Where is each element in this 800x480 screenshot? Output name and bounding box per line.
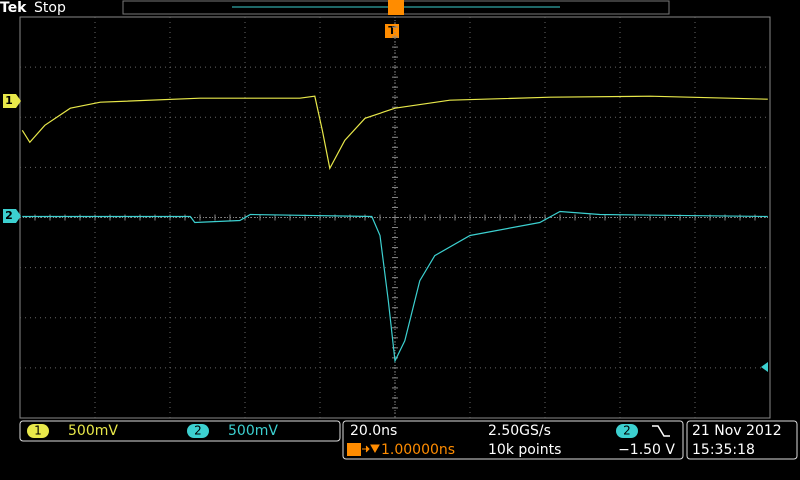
time: 15:35:18 bbox=[692, 442, 755, 458]
trigger-marker-label: T bbox=[388, 24, 396, 37]
clock-box bbox=[686, 420, 798, 460]
channel-2-marker bbox=[3, 209, 21, 223]
ch1-number: 1 bbox=[34, 424, 42, 438]
ch2-scale: 500mV bbox=[228, 423, 278, 439]
trigger-slope bbox=[652, 425, 670, 437]
position-icon bbox=[347, 443, 361, 456]
time-scale: 20.0ns bbox=[350, 423, 397, 439]
channel-box bbox=[19, 420, 341, 442]
sample-rate: 2.50GS/s bbox=[488, 423, 551, 439]
trigger-position-top bbox=[388, 0, 404, 15]
trigger-level-marker bbox=[761, 362, 768, 372]
graticule bbox=[19, 16, 771, 419]
channel-2-marker-label: 2 bbox=[5, 209, 13, 222]
trace bbox=[22, 210, 768, 364]
date: 21 Nov 2012 bbox=[692, 423, 782, 439]
status: Stop bbox=[34, 0, 66, 16]
ch2-badge bbox=[187, 424, 209, 438]
channel-1-marker-label: 1 bbox=[5, 94, 13, 107]
position-arrow bbox=[362, 444, 380, 454]
ch1-scale: 500mV bbox=[68, 423, 118, 439]
ch1-badge bbox=[27, 424, 49, 438]
trigger-source-badge bbox=[616, 424, 638, 438]
trigger-source: 2 bbox=[623, 424, 631, 438]
trace bbox=[21, 95, 768, 171]
time-position: 1.00000ns bbox=[381, 442, 455, 458]
record-length: 10k points bbox=[488, 442, 561, 458]
channel-1-marker bbox=[3, 94, 21, 108]
trigger-level: −1.50 V bbox=[618, 442, 675, 458]
ch2-number: 2 bbox=[194, 424, 202, 438]
brand: Tek bbox=[0, 0, 27, 16]
timebase-box bbox=[342, 420, 684, 460]
traces bbox=[21, 95, 768, 364]
